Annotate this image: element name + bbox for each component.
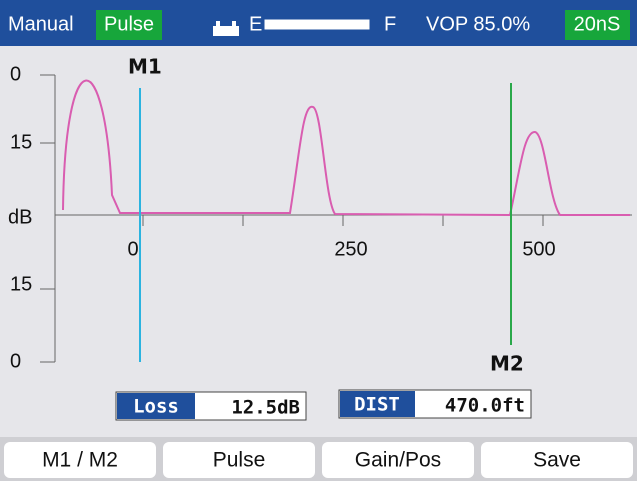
- button[interactable]: Save: [481, 442, 633, 478]
- readout-label-bg: [340, 391, 415, 417]
- button[interactable]: Gain/Pos: [322, 442, 474, 478]
- full-label: F: [384, 13, 396, 35]
- pulse-label: Pulse: [104, 13, 154, 35]
- battery-icon: [213, 21, 239, 36]
- mode: Manual: [8, 13, 74, 35]
- readout-label: DIST: [354, 394, 400, 416]
- x-label: 500: [522, 238, 555, 260]
- y-label: 15: [10, 131, 32, 153]
- empty-label: E: [249, 13, 262, 35]
- y-label: 0: [10, 63, 21, 85]
- marker-label: M1: [128, 55, 162, 79]
- y-label: 15: [10, 273, 32, 295]
- button[interactable]: Pulse: [163, 442, 315, 478]
- trace: [62, 79, 630, 217]
- pulse-badge: [96, 10, 162, 40]
- width-badge: [565, 10, 630, 40]
- button-label[interactable]: M1 / M2: [42, 449, 118, 472]
- x-label: 250: [334, 238, 367, 260]
- button-bg[interactable]: [4, 442, 156, 478]
- marker-label: M2: [490, 352, 524, 376]
- readout-value: 470.0ft: [445, 395, 525, 417]
- x-label: 0: [127, 238, 138, 260]
- readout-label-bg: [117, 393, 195, 419]
- button-bg[interactable]: [481, 442, 633, 478]
- readout-label: Loss: [133, 396, 179, 418]
- y-label: 0: [10, 350, 21, 372]
- level-bar: [264, 19, 370, 30]
- button[interactable]: M1 / M2: [4, 442, 156, 478]
- button-label[interactable]: Pulse: [213, 449, 266, 472]
- vop: VOP 85.0%: [426, 13, 530, 35]
- button-label[interactable]: Gain/Pos: [355, 449, 441, 472]
- y-label: dB: [8, 206, 32, 228]
- button-bg[interactable]: [322, 442, 474, 478]
- readout-value: 12.5dB: [231, 397, 300, 419]
- button-label[interactable]: Save: [533, 449, 581, 472]
- button-bg[interactable]: [163, 442, 315, 478]
- ticks: [40, 74, 544, 363]
- pulse-width: 20nS: [574, 13, 621, 35]
